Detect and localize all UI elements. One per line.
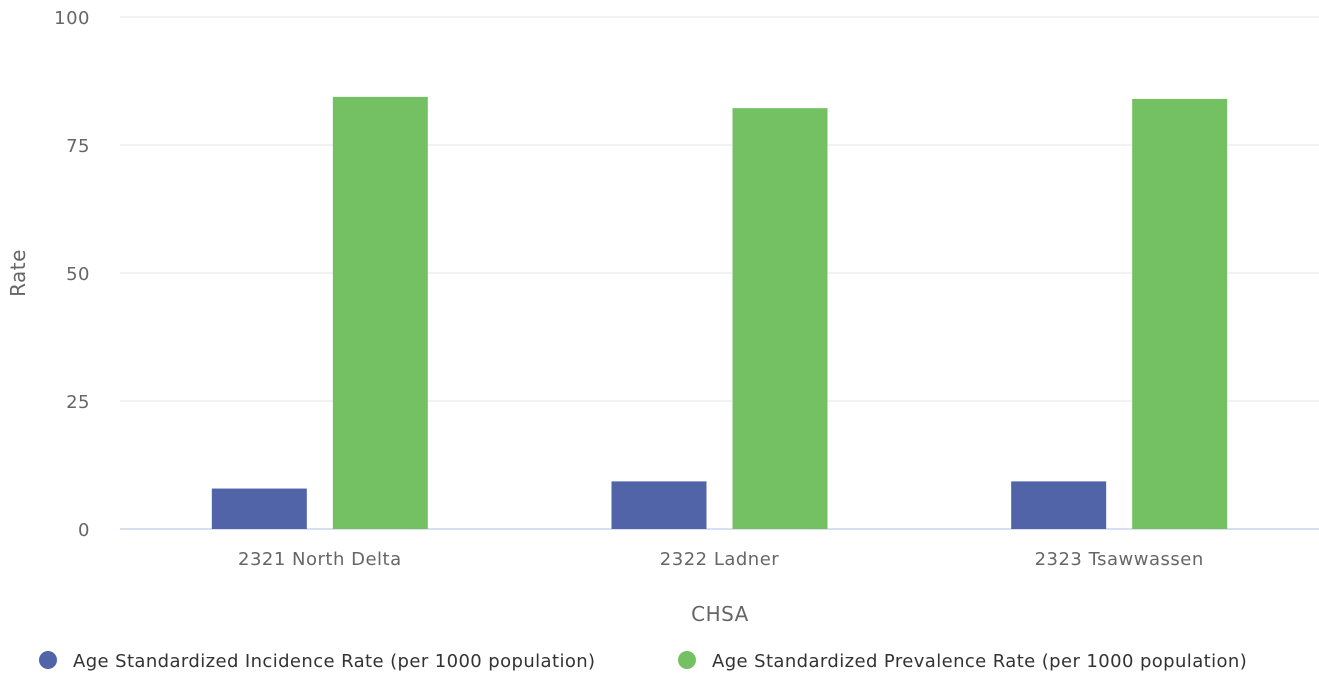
y-tick-label: 100 (54, 8, 90, 29)
bar-series-0-1[interactable] (611, 481, 707, 529)
bar-series-1-1[interactable] (732, 108, 828, 530)
x-axis-title: CHSA (691, 602, 749, 626)
legend: Age Standardized Incidence Rate (per 100… (39, 651, 1247, 672)
bar-series-0-0[interactable] (211, 488, 307, 529)
legend-item[interactable]: Age Standardized Prevalence Rate (per 10… (678, 651, 1247, 672)
bar-series-1-2[interactable] (1132, 98, 1228, 530)
x-tick-label: 2323 Tsawwassen (1035, 549, 1204, 570)
y-tick-label: 0 (78, 520, 90, 541)
grid-lines (120, 16, 1319, 530)
y-tick-label: 75 (66, 136, 90, 157)
legend-label: Age Standardized Prevalence Rate (per 10… (712, 651, 1247, 672)
bar-series-0-2[interactable] (1011, 481, 1107, 529)
legend-marker (678, 651, 696, 669)
legend-marker (39, 651, 57, 669)
x-axis-ticks: 2321 North Delta 2322 Ladner 2323 Tsawwass… (238, 549, 1204, 570)
y-axis-title: Rate (6, 249, 30, 297)
bars (211, 96, 1228, 530)
y-tick-label: 50 (66, 264, 90, 285)
legend-item[interactable]: Age Standardized Incidence Rate (per 100… (39, 651, 595, 672)
y-axis-ticks: 0 25 50 75 100 (54, 8, 90, 541)
bar-series-1-0[interactable] (332, 96, 428, 529)
x-tick-label: 2322 Ladner (660, 549, 779, 570)
legend-label: Age Standardized Incidence Rate (per 100… (73, 651, 595, 672)
y-tick-label: 25 (66, 392, 90, 413)
x-tick-label: 2321 North Delta (238, 549, 402, 570)
